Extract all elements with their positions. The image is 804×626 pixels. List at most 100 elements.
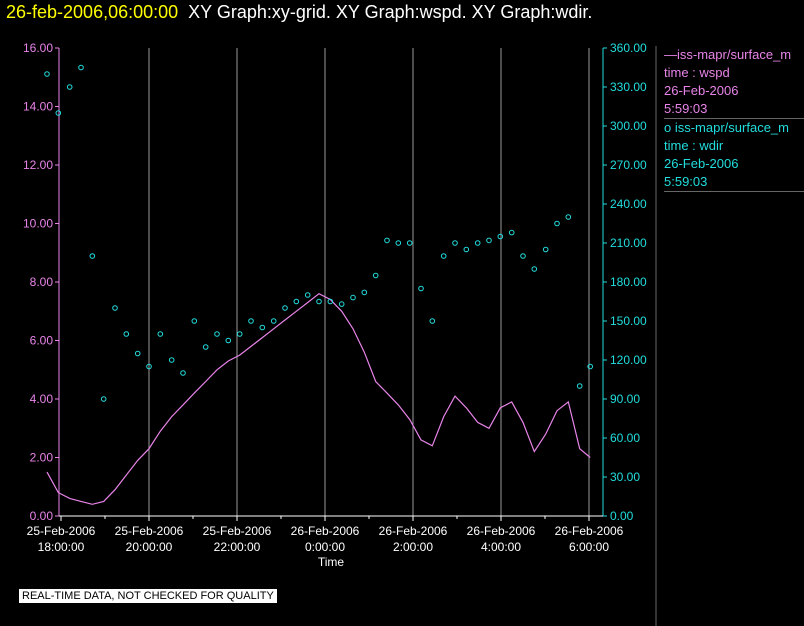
- wdir-point: [576, 383, 583, 389]
- wdir-point: [157, 331, 164, 337]
- legend-entry-wdir: o iss-mapr/surface_m time : wdir 26-Feb-…: [664, 119, 804, 192]
- timestamp-title: 26-feb-2006,06:00:00: [6, 2, 179, 22]
- wdir-point: [168, 357, 175, 363]
- wdir-point: [112, 305, 118, 311]
- wdir-point: [474, 240, 481, 246]
- wdir-point: [225, 337, 232, 344]
- legend-entry-wspd: —iss-mapr/surface_m time : wspd 26-Feb-2…: [664, 46, 804, 119]
- x-tick-date: 26-Feb-2006: [555, 524, 624, 538]
- wdir-point: [78, 64, 84, 71]
- right-y-tick-label: 300.00: [610, 119, 647, 133]
- x-tick-date: 26-Feb-2006: [379, 524, 448, 538]
- right-y-tick-label: 180.00: [610, 275, 647, 289]
- wdir-point: [134, 350, 141, 357]
- x-tick-date: 26-Feb-2006: [467, 524, 536, 538]
- right-y-tick-label: 270.00: [610, 158, 647, 172]
- wdir-point: [361, 289, 368, 296]
- x-tick-time: 2:00:00: [393, 540, 433, 554]
- wdir-point: [304, 292, 311, 298]
- wdir-point: [508, 229, 515, 236]
- x-axis-label: Time: [318, 555, 345, 569]
- right-y-tick-label: 90.00: [610, 392, 640, 406]
- x-tick-date: 25-Feb-2006: [27, 524, 96, 538]
- x-tick-time: 20:00:00: [126, 540, 173, 554]
- wdir-point: [497, 233, 504, 240]
- wdir-point: [452, 240, 458, 246]
- wdir-point: [463, 246, 470, 253]
- left-y-tick-label: 14.00: [23, 100, 53, 114]
- left-y-tick-label: 10.00: [23, 217, 53, 231]
- wdir-point: [440, 253, 447, 259]
- wdir-point: [418, 285, 424, 292]
- wdir-point: [384, 237, 390, 244]
- wdir-point: [406, 240, 413, 246]
- wdir-point: [259, 324, 266, 331]
- wdir-point: [316, 298, 322, 305]
- wdir-point: [350, 294, 356, 301]
- wdir-point: [236, 331, 243, 337]
- wdir-point: [100, 396, 107, 402]
- left-y-tick-label: 16.00: [23, 41, 53, 55]
- wdir-point: [66, 84, 73, 90]
- left-y-tick-label: 8.00: [30, 275, 54, 289]
- x-tick-time: 18:00:00: [38, 540, 85, 554]
- wdir-point: [486, 237, 492, 244]
- wdir-point: [202, 344, 209, 350]
- wdir-point: [180, 370, 186, 376]
- x-tick-date: 26-Feb-2006: [291, 524, 360, 538]
- wdir-point: [270, 318, 277, 324]
- wdir-point: [214, 331, 220, 337]
- right-y-tick-label: 150.00: [610, 314, 647, 328]
- wdir-point: [282, 305, 288, 311]
- x-tick-date: 25-Feb-2006: [203, 524, 272, 538]
- wdir-point: [429, 318, 436, 324]
- left-y-tick-label: 12.00: [23, 158, 53, 172]
- wdir-point: [542, 246, 549, 253]
- legend-series-date: 26-Feb-2006: [664, 156, 739, 171]
- right-y-tick-label: 240.00: [610, 197, 647, 211]
- x-tick-time: 0:00:00: [305, 540, 345, 554]
- legend-series-var: time : wspd: [664, 65, 730, 80]
- wdir-point: [44, 71, 50, 77]
- right-y-tick-label: 0.00: [610, 509, 634, 523]
- right-y-tick-label: 360.00: [610, 41, 647, 55]
- wdir-point: [372, 272, 379, 279]
- wdir-point: [293, 298, 300, 305]
- wdir-point: [146, 363, 152, 370]
- legend-series-time: 5:59:03: [664, 174, 708, 189]
- wdir-point: [395, 240, 402, 246]
- wdir-point: [338, 301, 345, 307]
- wdir-point: [327, 298, 334, 305]
- left-y-tick-label: 4.00: [30, 392, 54, 406]
- x-tick-date: 25-Feb-2006: [115, 524, 184, 538]
- wdir-point: [248, 318, 254, 324]
- wdir-point: [55, 110, 62, 116]
- legend: —iss-mapr/surface_m time : wspd 26-Feb-2…: [664, 46, 804, 192]
- right-y-tick-label: 210.00: [610, 236, 647, 250]
- wdir-point: [587, 363, 594, 370]
- wdir-point: [531, 266, 538, 272]
- legend-series-name: o iss-mapr/surface_m: [664, 120, 789, 135]
- wdir-point: [89, 253, 96, 259]
- right-y-tick-label: 330.00: [610, 80, 647, 94]
- right-y-tick-label: 120.00: [610, 353, 647, 367]
- wdir-point: [554, 220, 560, 227]
- wspd-line: [46, 292, 591, 505]
- legend-series-name: —iss-mapr/surface_m: [664, 47, 792, 62]
- x-tick-time: 22:00:00: [214, 540, 261, 554]
- quality-note: REAL-TIME DATA, NOT CHECKED FOR QUALITY: [19, 589, 277, 603]
- left-y-tick-label: 0.00: [30, 509, 54, 523]
- graph-names: XY Graph:xy-grid. XY Graph:wspd. XY Grap…: [188, 2, 593, 22]
- legend-series-var: time : wdir: [664, 138, 724, 153]
- left-y-tick-label: 2.00: [30, 451, 54, 465]
- wdir-point: [565, 214, 572, 220]
- x-tick-time: 4:00:00: [481, 540, 521, 554]
- x-tick-time: 6:00:00: [569, 540, 609, 554]
- wdir-point: [123, 331, 130, 337]
- wdir-point: [520, 253, 526, 259]
- graph-title: 26-feb-2006,06:00:00 XY Graph:xy-grid. X…: [6, 0, 592, 24]
- legend-series-time: 5:59:03: [664, 101, 708, 116]
- left-y-tick-label: 6.00: [30, 334, 54, 348]
- legend-series-date: 26-Feb-2006: [664, 83, 739, 98]
